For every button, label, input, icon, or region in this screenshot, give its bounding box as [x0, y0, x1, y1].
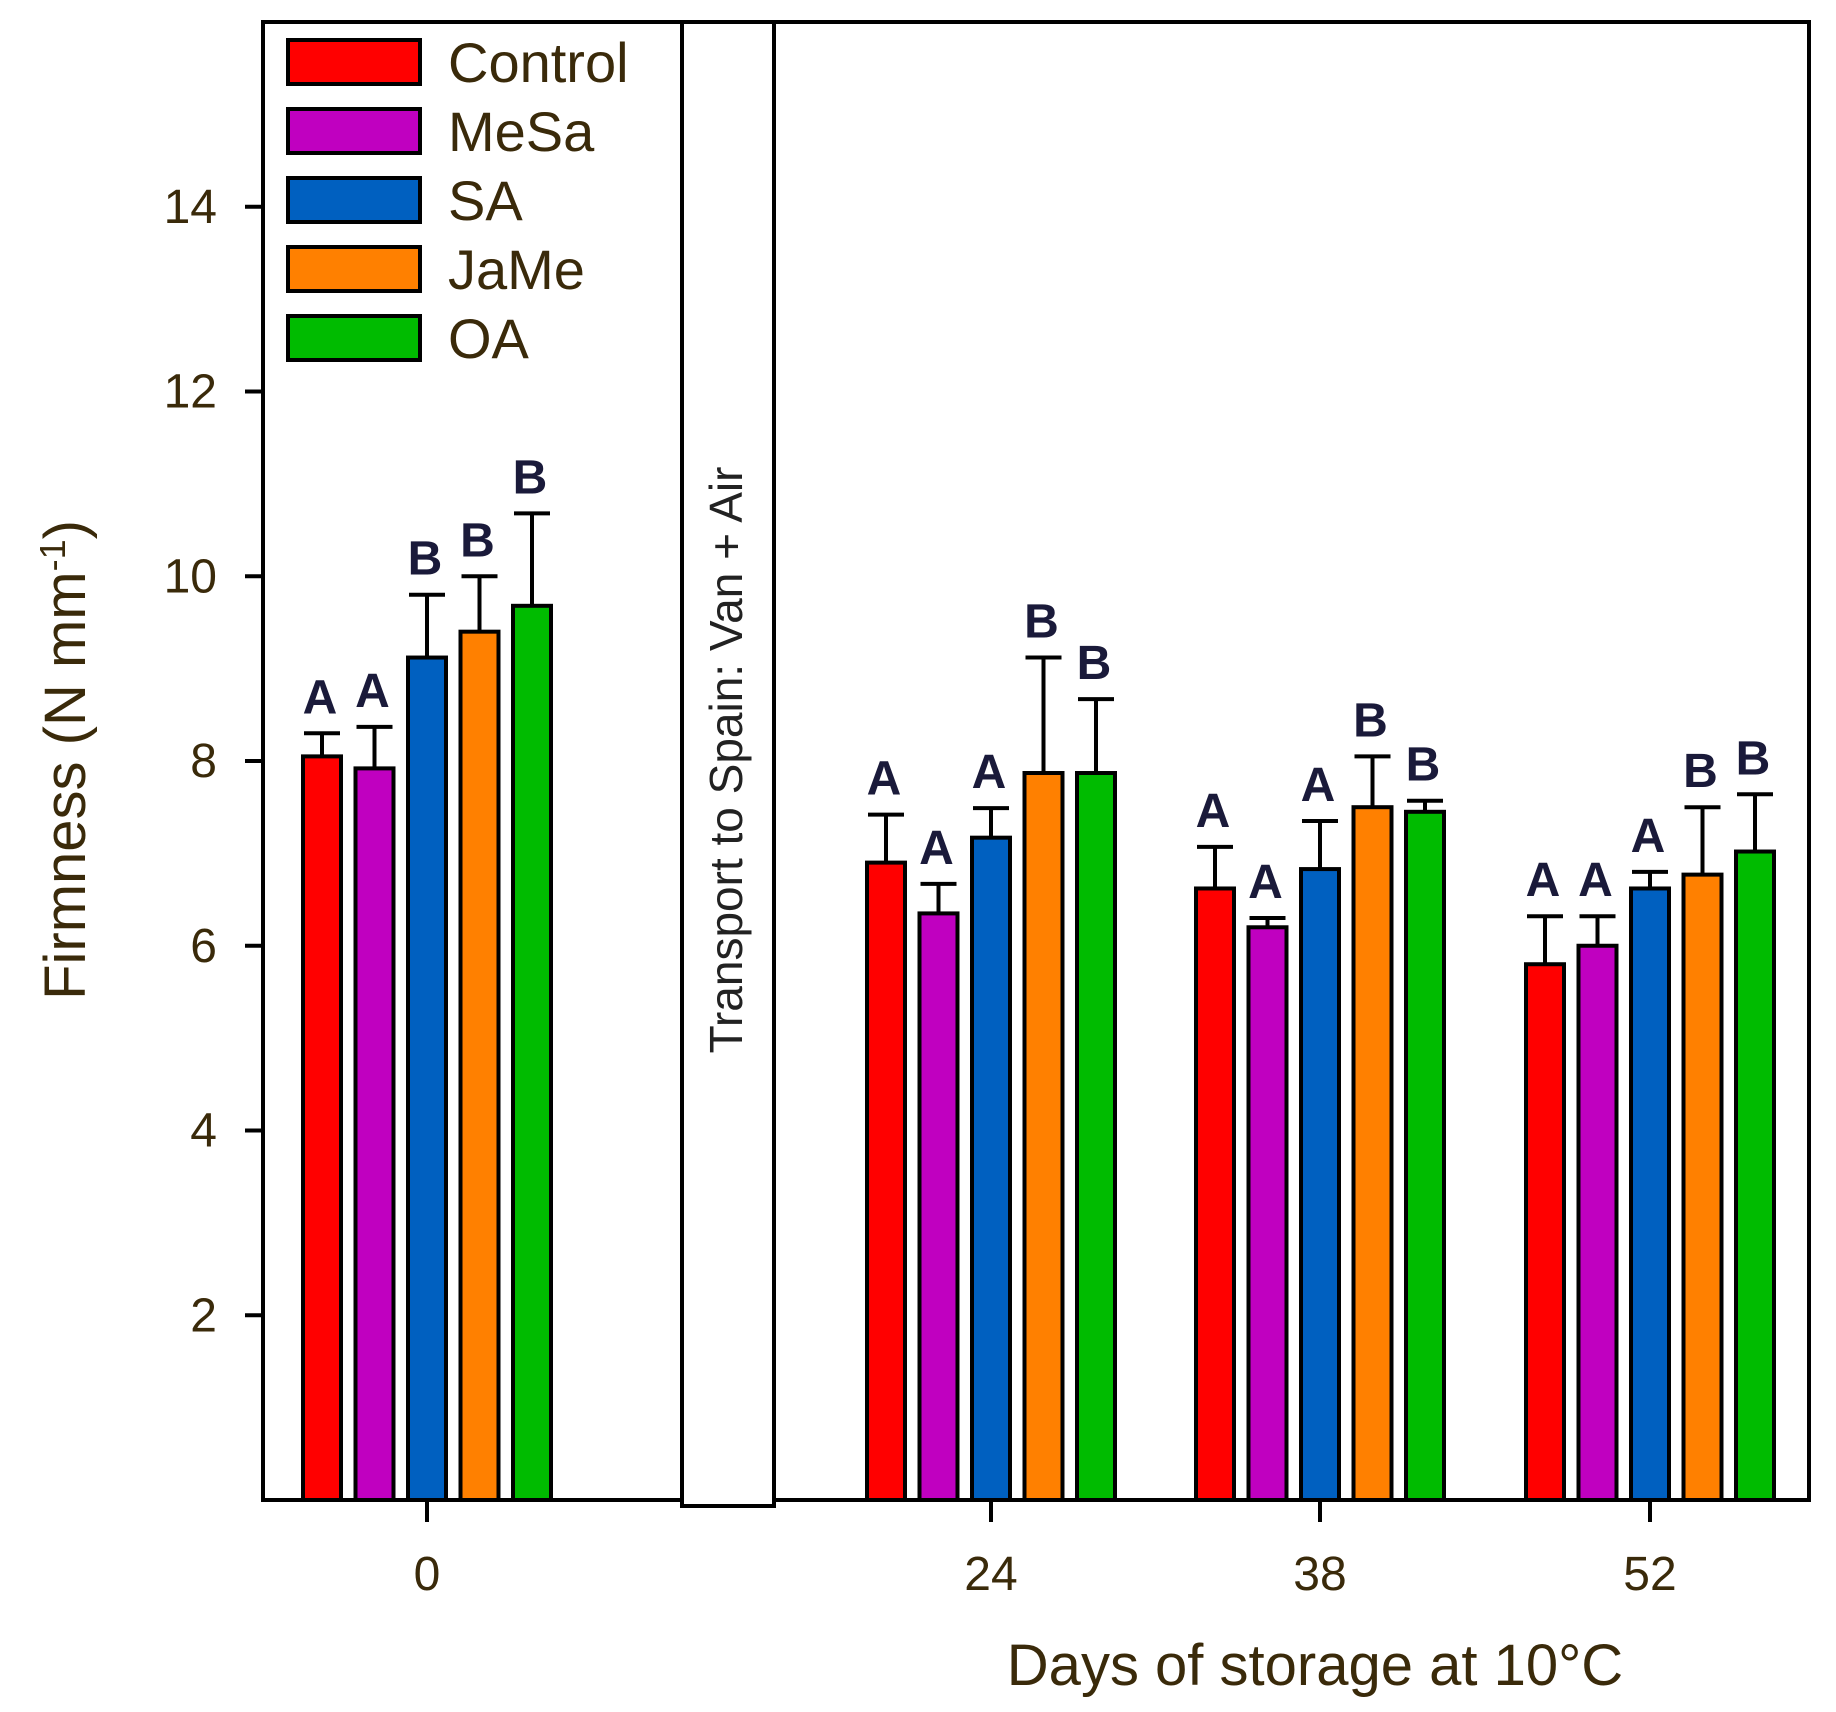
- bar-mesa-0: [353, 766, 396, 1502]
- transport-label: Transport to Spain: Van + Air: [700, 467, 752, 1054]
- x-axis-title: Days of storage at 10°C: [1007, 1633, 1623, 1698]
- significance-letter: A: [1526, 854, 1561, 907]
- x-tick-label: 0: [414, 1548, 441, 1601]
- significance-letter: B: [1736, 732, 1771, 785]
- significance-letter: A: [972, 746, 1007, 799]
- significance-letter: B: [1406, 739, 1441, 792]
- y-axis-title: Firmness (N mm-1): [32, 520, 98, 1000]
- legend-label-sa: SA: [448, 169, 523, 232]
- significance-letter: A: [303, 671, 338, 724]
- x-tick-label: 52: [1623, 1548, 1676, 1601]
- significance-letter: B: [1353, 694, 1388, 747]
- y-axis-title-main: Firmness (N mm: [33, 571, 98, 1000]
- legend-label-mesa: MeSa: [448, 100, 595, 163]
- bar-control-52: [1524, 962, 1566, 1502]
- legend-swatch-mesa: [286, 107, 422, 155]
- significance-letter: B: [460, 514, 495, 567]
- bar-sa-38: [1299, 867, 1341, 1502]
- y-tick-label: 8: [190, 735, 217, 788]
- y-tick-label: 10: [164, 550, 217, 603]
- y-tick-label: 4: [190, 1105, 217, 1158]
- bar-control-0: [301, 754, 343, 1502]
- bar-jame-0: [458, 629, 501, 1502]
- bar-jame-24: [1022, 771, 1065, 1502]
- significance-letter: A: [1196, 785, 1231, 838]
- y-tick-label: 14: [164, 181, 217, 234]
- legend-label-control: Control: [448, 31, 629, 94]
- bar-oa-38: [1404, 809, 1446, 1502]
- legend-swatch-oa: [286, 314, 422, 362]
- significance-letter: A: [919, 822, 954, 875]
- significance-letter: B: [1683, 745, 1718, 798]
- bar-oa-24: [1075, 771, 1117, 1502]
- legend-swatch-sa: [286, 176, 422, 224]
- transport-band: [680, 20, 776, 1508]
- bar-control-38: [1194, 886, 1236, 1502]
- significance-letter: A: [867, 753, 902, 806]
- significance-letter: A: [1631, 810, 1666, 863]
- y-tick-label: 12: [164, 366, 217, 419]
- legend-swatch-jame: [286, 245, 422, 293]
- x-axis: 0 24 38 52: [414, 1500, 1677, 1601]
- significance-letter: B: [408, 533, 443, 586]
- x-tick-label: 24: [964, 1548, 1017, 1601]
- bar-mesa-24: [917, 911, 960, 1502]
- significance-letter: B: [513, 451, 548, 504]
- bar-oa-0: [511, 603, 553, 1502]
- significance-letter: A: [355, 665, 390, 718]
- legend-label-oa: OA: [448, 307, 530, 370]
- bar-control-24: [865, 860, 907, 1502]
- y-axis: 2 4 6 8 10 12 14: [164, 181, 263, 1342]
- y-axis-title-sup: -1: [32, 539, 73, 571]
- significance-letter: B: [1077, 637, 1112, 690]
- significance-letter: A: [1248, 856, 1283, 909]
- significance-letter: B: [1024, 596, 1059, 649]
- bar-jame-52: [1681, 872, 1724, 1502]
- bar-jame-38: [1351, 805, 1394, 1502]
- bar-mesa-38: [1246, 925, 1289, 1502]
- bar-mesa-52: [1576, 943, 1619, 1502]
- significance-letter: A: [1578, 854, 1613, 907]
- x-tick-label: 38: [1293, 1548, 1346, 1601]
- bar-sa-0: [406, 655, 448, 1502]
- bar-sa-24: [970, 835, 1012, 1502]
- significance-letter: A: [1301, 759, 1336, 812]
- bar-oa-52: [1734, 849, 1776, 1502]
- y-tick-label: 6: [190, 920, 217, 973]
- bar-sa-52: [1629, 886, 1671, 1502]
- y-tick-label: 2: [190, 1289, 217, 1342]
- legend-swatch-control: [286, 38, 422, 86]
- legend-label-jame: JaMe: [448, 238, 585, 301]
- y-axis-title-close: ): [33, 520, 98, 539]
